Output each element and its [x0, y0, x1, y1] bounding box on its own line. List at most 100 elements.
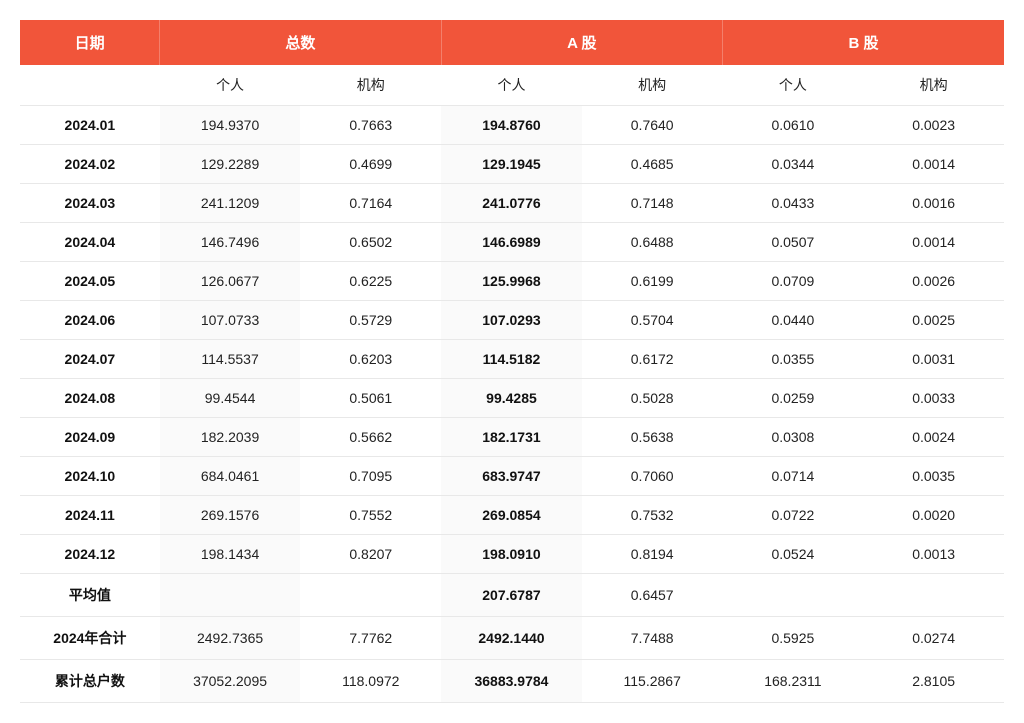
value-cell: 129.2289	[160, 145, 301, 184]
value-cell: 0.0440	[723, 301, 864, 340]
value-cell: 0.7164	[300, 184, 441, 223]
value-cell: 0.7640	[582, 106, 723, 145]
col-sub-header	[20, 65, 160, 106]
value-cell: 107.0293	[441, 301, 582, 340]
stock-accounts-table-wrapper: 日期总数A 股B 股 个人机构个人机构个人机构 2024.01194.93700…	[20, 20, 1004, 703]
value-cell: 129.1945	[441, 145, 582, 184]
value-cell: 194.9370	[160, 106, 301, 145]
stock-accounts-table: 日期总数A 股B 股 个人机构个人机构个人机构 2024.01194.93700…	[20, 20, 1004, 703]
value-cell: 7.7762	[300, 617, 441, 660]
value-cell	[863, 574, 1004, 617]
value-cell: 269.1576	[160, 496, 301, 535]
value-cell	[160, 574, 301, 617]
value-cell: 0.5729	[300, 301, 441, 340]
value-cell: 0.4699	[300, 145, 441, 184]
table-header: 日期总数A 股B 股 个人机构个人机构个人机构	[20, 20, 1004, 106]
value-cell: 0.0722	[723, 496, 864, 535]
table-header-row-sub: 个人机构个人机构个人机构	[20, 65, 1004, 106]
date-cell: 2024.06	[20, 301, 160, 340]
value-cell: 0.0014	[863, 223, 1004, 262]
table-row: 2024.06107.07330.5729107.02930.57040.044…	[20, 301, 1004, 340]
date-cell: 2024.03	[20, 184, 160, 223]
table-row: 2024.09182.20390.5662182.17310.56380.030…	[20, 418, 1004, 457]
col-group-header: A 股	[441, 20, 722, 65]
value-cell	[300, 574, 441, 617]
date-cell: 2024.12	[20, 535, 160, 574]
value-cell: 241.0776	[441, 184, 582, 223]
col-sub-header: 机构	[863, 65, 1004, 106]
value-cell: 0.6199	[582, 262, 723, 301]
date-cell: 2024.07	[20, 340, 160, 379]
value-cell: 182.1731	[441, 418, 582, 457]
table-row: 2024.02129.22890.4699129.19450.46850.034…	[20, 145, 1004, 184]
value-cell	[723, 574, 864, 617]
value-cell: 0.0025	[863, 301, 1004, 340]
value-cell: 0.6203	[300, 340, 441, 379]
value-cell: 0.6502	[300, 223, 441, 262]
table-row: 2024.01194.93700.7663194.87600.76400.061…	[20, 106, 1004, 145]
value-cell: 207.6787	[441, 574, 582, 617]
table-row: 2024.05126.06770.6225125.99680.61990.070…	[20, 262, 1004, 301]
value-cell: 126.0677	[160, 262, 301, 301]
table-body: 2024.01194.93700.7663194.87600.76400.061…	[20, 106, 1004, 703]
value-cell: 7.7488	[582, 617, 723, 660]
value-cell: 182.2039	[160, 418, 301, 457]
table-row: 2024.03241.12090.7164241.07760.71480.043…	[20, 184, 1004, 223]
value-cell: 0.0709	[723, 262, 864, 301]
value-cell: 125.9968	[441, 262, 582, 301]
table-row: 2024.07114.55370.6203114.51820.61720.035…	[20, 340, 1004, 379]
col-sub-header: 个人	[723, 65, 864, 106]
col-group-header: B 股	[723, 20, 1004, 65]
value-cell: 0.6225	[300, 262, 441, 301]
table-header-row-groups: 日期总数A 股B 股	[20, 20, 1004, 65]
table-row: 平均值 207.67870.6457	[20, 574, 1004, 617]
value-cell: 0.4685	[582, 145, 723, 184]
value-cell: 0.7663	[300, 106, 441, 145]
value-cell: 0.5662	[300, 418, 441, 457]
value-cell: 0.5704	[582, 301, 723, 340]
value-cell: 0.7148	[582, 184, 723, 223]
value-cell: 168.2311	[723, 660, 864, 703]
value-cell: 0.0024	[863, 418, 1004, 457]
value-cell: 0.0714	[723, 457, 864, 496]
value-cell: 0.0033	[863, 379, 1004, 418]
date-cell: 2024.08	[20, 379, 160, 418]
value-cell: 0.0308	[723, 418, 864, 457]
value-cell: 2492.1440	[441, 617, 582, 660]
value-cell: 0.0524	[723, 535, 864, 574]
value-cell: 36883.9784	[441, 660, 582, 703]
value-cell: 0.0274	[863, 617, 1004, 660]
value-cell: 198.0910	[441, 535, 582, 574]
value-cell: 0.6172	[582, 340, 723, 379]
col-sub-header: 机构	[582, 65, 723, 106]
value-cell: 146.7496	[160, 223, 301, 262]
value-cell: 107.0733	[160, 301, 301, 340]
date-cell: 2024.11	[20, 496, 160, 535]
value-cell: 0.0507	[723, 223, 864, 262]
value-cell: 0.5028	[582, 379, 723, 418]
value-cell: 2.8105	[863, 660, 1004, 703]
col-sub-header: 机构	[300, 65, 441, 106]
value-cell: 0.8194	[582, 535, 723, 574]
value-cell: 0.6457	[582, 574, 723, 617]
date-cell: 2024.01	[20, 106, 160, 145]
value-cell: 0.0023	[863, 106, 1004, 145]
value-cell: 269.0854	[441, 496, 582, 535]
value-cell: 0.0259	[723, 379, 864, 418]
value-cell: 0.5061	[300, 379, 441, 418]
value-cell: 0.0031	[863, 340, 1004, 379]
value-cell: 37052.2095	[160, 660, 301, 703]
value-cell: 0.5925	[723, 617, 864, 660]
value-cell: 684.0461	[160, 457, 301, 496]
value-cell: 0.7552	[300, 496, 441, 535]
date-cell: 2024.10	[20, 457, 160, 496]
value-cell: 0.7095	[300, 457, 441, 496]
table-row: 2024.12198.14340.8207198.09100.81940.052…	[20, 535, 1004, 574]
date-cell: 平均值	[20, 574, 160, 617]
value-cell: 114.5182	[441, 340, 582, 379]
value-cell: 0.0013	[863, 535, 1004, 574]
col-sub-header: 个人	[441, 65, 582, 106]
table-row: 2024.04146.74960.6502146.69890.64880.050…	[20, 223, 1004, 262]
table-row: 2024.11269.15760.7552269.08540.75320.072…	[20, 496, 1004, 535]
value-cell: 0.0014	[863, 145, 1004, 184]
